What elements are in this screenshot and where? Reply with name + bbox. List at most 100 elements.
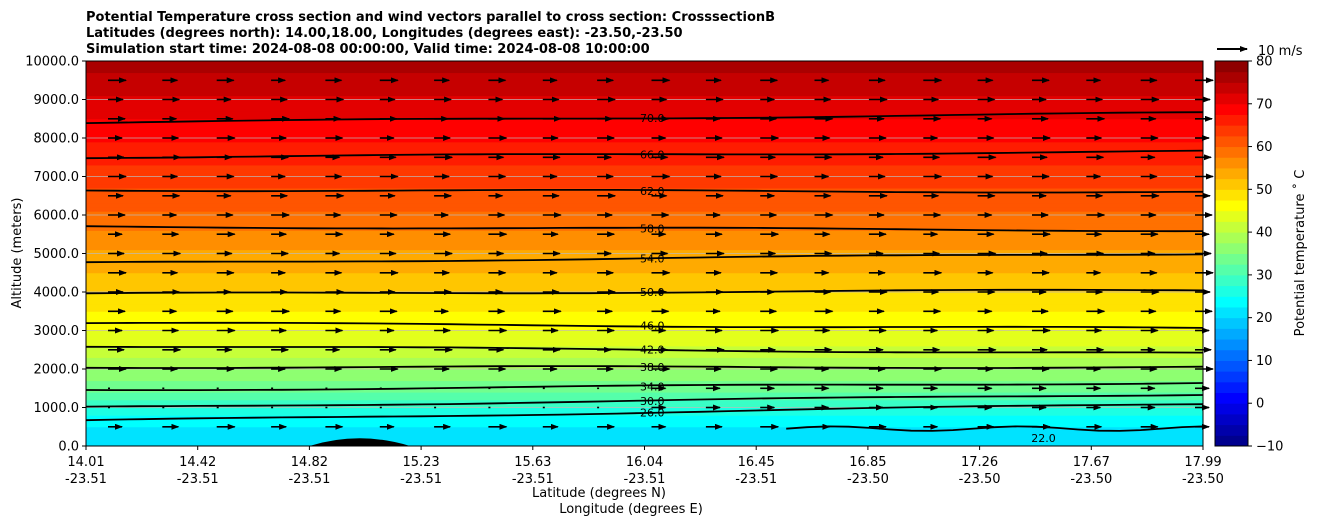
temperature-band	[86, 388, 1203, 393]
contour-label: 38.0	[640, 361, 665, 374]
temperature-band	[86, 268, 1203, 274]
y-tick-label: 9000.0	[34, 93, 80, 108]
temperature-band	[86, 292, 1203, 297]
temperature-band	[86, 138, 1203, 143]
y-axis-label: Altitude (meters)	[10, 198, 25, 309]
colorbar-segment	[1215, 232, 1248, 244]
chart-title-line-3: Simulation start time: 2024-08-08 00:00:…	[86, 42, 650, 57]
y-tick-label: 2000.0	[34, 363, 80, 378]
x-tick-label-lon: -23.51	[735, 472, 777, 487]
temperature-band	[86, 392, 1203, 397]
temperature-band	[86, 168, 1203, 174]
y-tick-label: 10000.0	[25, 55, 79, 70]
temperature-band	[86, 399, 1203, 405]
x-tick-label-lon: -23.50	[1070, 472, 1112, 487]
colorbar-segment	[1215, 146, 1248, 158]
y-tick-label: 3000.0	[34, 324, 80, 339]
temperature-band	[86, 338, 1203, 343]
temperature-band	[86, 407, 1203, 412]
contour-line	[786, 425, 1204, 432]
contour-label: 30.0	[640, 395, 665, 408]
y-tick-label: 8000.0	[34, 132, 80, 147]
contour-line	[85, 111, 1204, 124]
temperature-band	[86, 295, 1203, 301]
temperature-band	[86, 122, 1203, 127]
chart-title-line-2: Latitudes (degrees north): 14.00,18.00, …	[86, 26, 683, 41]
colorbar-segment	[1215, 317, 1248, 329]
temperature-band	[86, 95, 1203, 100]
temperature-band	[86, 422, 1203, 428]
temperature-band	[86, 68, 1203, 74]
temperature-band	[86, 318, 1203, 324]
plot-area: 22.026.030.034.038.042.046.050.054.058.0…	[85, 60, 1214, 447]
temperature-band	[86, 238, 1203, 243]
colorbar-tick-label: 10	[1256, 354, 1273, 369]
temperature-band	[86, 80, 1203, 85]
y-tick-label: 6000.0	[34, 209, 80, 224]
x-tick-label-lat: 14.42	[179, 455, 216, 470]
temperature-band	[86, 334, 1203, 339]
temperature-band	[86, 257, 1203, 262]
temperature-band	[86, 395, 1203, 401]
colorbar-segment	[1215, 403, 1248, 415]
contour-label: 34.0	[640, 380, 665, 393]
temperature-band	[86, 161, 1203, 166]
contour-label: 54.0	[640, 252, 665, 265]
wind-vectors	[108, 77, 1214, 430]
colorbar-tick-label: 30	[1256, 268, 1273, 283]
temperature-band	[86, 134, 1203, 139]
y-axis: 0.0 1000.0 2000.0 3000.0 4000.0 5000.0 6000.0 7…	[25, 55, 86, 455]
temperature-band	[86, 357, 1203, 362]
contour-line	[85, 365, 1204, 369]
temperature-band	[86, 64, 1203, 70]
temperature-band	[86, 353, 1203, 358]
x-tick-label-lat: 17.99	[1184, 455, 1221, 470]
colorbar-segment	[1215, 103, 1248, 115]
y-tick-label: 0.0	[58, 440, 79, 455]
temperature-band	[86, 172, 1203, 177]
x-tick-label-lon: -23.50	[1182, 472, 1224, 487]
contour-line	[85, 403, 1204, 422]
x-axis-label-longitude: Longitude (degrees E)	[559, 502, 703, 517]
chart-title-line-1: Potential Temperature cross section and …	[86, 10, 775, 25]
x-axis-label-latitude: Latitude (degrees N)	[532, 486, 666, 501]
colorbar-segment	[1215, 221, 1248, 233]
temperature-band	[86, 361, 1203, 366]
temperature-band	[86, 199, 1203, 204]
temperature-band	[86, 438, 1203, 443]
temperature-band	[86, 111, 1203, 116]
temperature-band	[86, 326, 1203, 331]
vector-key-label: 10 m/s	[1258, 44, 1303, 59]
temperature-band	[86, 130, 1203, 135]
colorbar-segment	[1215, 200, 1248, 212]
temperature-band	[86, 145, 1203, 151]
contour-line	[85, 321, 1204, 329]
temperature-band	[86, 307, 1203, 312]
x-tick-label-lat: 15.63	[514, 455, 551, 470]
temperature-band	[86, 330, 1203, 335]
temperature-band	[86, 203, 1203, 208]
x-tick-label-lon: -23.50	[959, 472, 1001, 487]
colorbar-segment	[1215, 274, 1248, 287]
colorbar-segment	[1215, 392, 1248, 404]
temperature-band	[86, 345, 1203, 351]
colorbar-tick-label: 20	[1256, 311, 1273, 326]
temperature-band	[86, 419, 1203, 424]
temperature-band	[86, 184, 1203, 189]
temperature-band	[86, 253, 1203, 258]
temperature-band	[86, 284, 1203, 289]
contour-label: 26.0	[640, 406, 665, 419]
x-tick-label-lon: -23.51	[512, 472, 554, 487]
colorbar-segment	[1215, 328, 1248, 340]
temperature-band	[86, 415, 1203, 420]
colorbar-segment	[1215, 242, 1248, 254]
temperature-band	[86, 215, 1203, 220]
colorbar-segment	[1215, 114, 1248, 126]
colorbar-segment	[1215, 135, 1248, 148]
temperature-band	[86, 380, 1203, 385]
temperature-band	[86, 107, 1203, 112]
colorbar-segment	[1215, 71, 1248, 83]
colorbar-segment	[1215, 61, 1248, 73]
temperature-band	[86, 403, 1203, 408]
colorbar-segment	[1215, 253, 1248, 265]
